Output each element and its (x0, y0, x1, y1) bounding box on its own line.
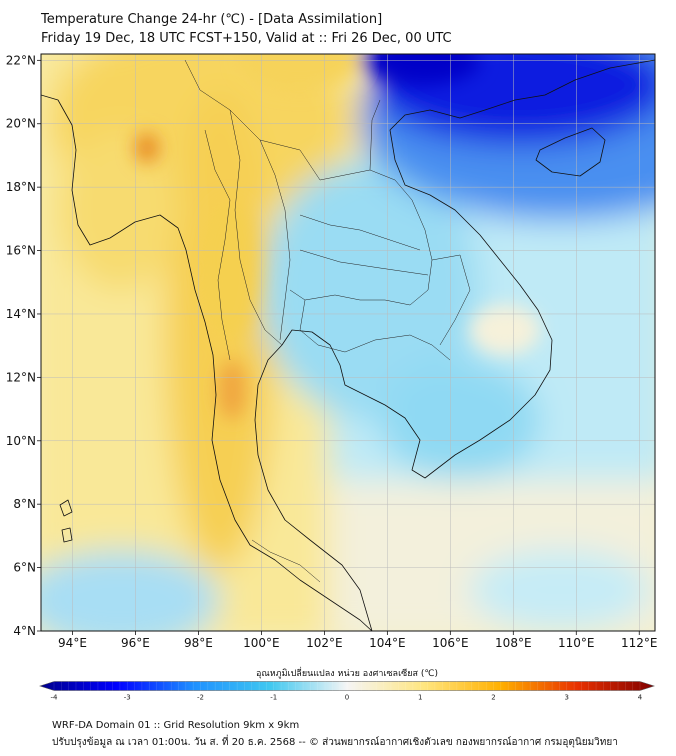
colorbar-scale (39, 681, 655, 691)
colorbar-tick-label: -2 (197, 694, 204, 702)
lon-tick-label: 108°E (495, 636, 532, 650)
lon-tick-label: 100°E (243, 636, 280, 650)
model-info: WRF-DA Domain 01 :: Grid Resolution 9km … (52, 720, 300, 731)
credit-line: ปรับปรุงข้อมูล ณ เวลา 01:00น. วัน ส. ที่… (52, 737, 618, 748)
colorbar-tick-label: 0 (345, 694, 349, 702)
colorbar-tick-label: -4 (51, 694, 59, 702)
colorbar-ticks: -4 -3 -2 -1 0 1 2 3 4 (51, 681, 643, 702)
lat-tick-label: 14°N (6, 307, 36, 321)
lat-tick-label: 22°N (6, 53, 36, 67)
lat-tick-label: 4°N (13, 624, 36, 638)
plot-frame (40, 53, 656, 632)
graticule (41, 54, 655, 631)
lon-tick-label: 104°E (369, 636, 406, 650)
colorbar-tick-label: 4 (638, 694, 643, 702)
lon-tick-label: 98°E (184, 636, 213, 650)
lat-tick-label: 12°N (6, 370, 36, 384)
lon-tick-label: 112°E (621, 636, 658, 650)
lat-tick-label: 8°N (13, 497, 36, 511)
map-subtitle: Friday 19 Dec, 18 UTC FCST+150, Valid at… (41, 31, 452, 46)
lat-tick-label: 6°N (13, 561, 36, 575)
lon-tick-label: 106°E (432, 636, 469, 650)
colorbar-tick-label: 3 (565, 694, 569, 702)
coastlines (41, 59, 655, 631)
lon-tick-label: 94°E (58, 636, 87, 650)
lon-tick-label: 96°E (121, 636, 150, 650)
admin-borders (184, 59, 471, 583)
lat-tick-label: 16°N (6, 244, 36, 258)
colorbar-tick-label: 2 (491, 694, 495, 702)
colorbar: -4 -3 -2 -1 0 1 2 3 4 (39, 681, 655, 702)
colorbar-tick-label: -1 (270, 694, 277, 702)
lat-tick-label: 10°N (6, 434, 36, 448)
colorbar-tick-label: -3 (124, 694, 131, 702)
lon-tick-label: 102°E (306, 636, 343, 650)
lon-tick-label: 110°E (558, 636, 595, 650)
colorbar-tick-label: 1 (418, 694, 422, 702)
lat-tick-label: 18°N (6, 180, 36, 194)
lat-tick-label: 20°N (6, 117, 36, 131)
lon-axis: 94°E 96°E 98°E 100°E 102°E 104°E 106°E 108°E 110… (58, 631, 658, 650)
temperature-field (41, 54, 655, 631)
lat-axis: 4°N 6°N 8°N 10°N 12°N 14°N 16°N 18°N 20°N 22°N (6, 53, 41, 638)
map-title: Temperature Change 24-hr (℃) - [Data Ass… (41, 12, 383, 27)
colorbar-label: อุณหภูมิเปลี่ยนแปลง หน่วย องศาเซลเซียส (… (255, 669, 439, 679)
